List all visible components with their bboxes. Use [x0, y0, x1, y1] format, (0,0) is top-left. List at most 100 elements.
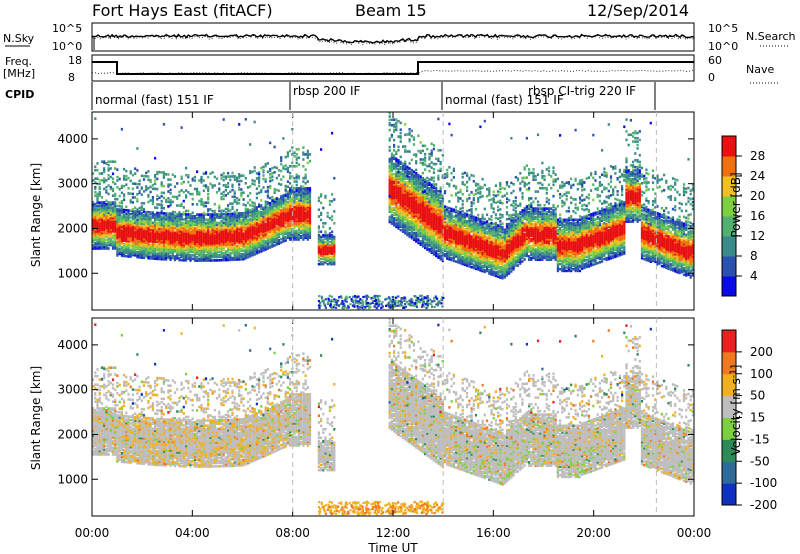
power-cell [103, 247, 106, 250]
power-cell [428, 152, 431, 156]
power-cell [180, 204, 183, 207]
power-cell [116, 213, 119, 216]
power-cell [125, 224, 128, 227]
power-cell [253, 224, 256, 227]
power-cell [224, 253, 227, 257]
power-cell [118, 220, 121, 223]
power-cell [412, 153, 416, 156]
power-cell [138, 206, 141, 210]
power-cell [395, 217, 398, 220]
power-cell [235, 222, 239, 226]
power-cell [189, 242, 192, 245]
power-cell [388, 157, 391, 161]
power-cell [253, 229, 256, 232]
power-cell [147, 236, 150, 240]
power-cell [120, 184, 123, 188]
power-cell [169, 234, 172, 238]
power-cell [452, 218, 455, 222]
power-cell [167, 185, 170, 188]
power-cell [158, 244, 161, 247]
power-cell [125, 215, 128, 219]
power-cell [244, 222, 247, 226]
power-cell [111, 221, 115, 225]
power-cell [118, 221, 121, 225]
power-cell [244, 241, 247, 245]
power-cell [136, 232, 139, 235]
power-cell [424, 156, 427, 159]
power-cell [147, 239, 150, 243]
power-cell [94, 242, 97, 245]
power-cell [103, 177, 106, 180]
power-cell [100, 171, 104, 175]
power-cell [233, 251, 236, 255]
power-cell [171, 255, 174, 258]
power-cell [92, 223, 95, 226]
power-cell [196, 221, 199, 225]
power-cell [103, 233, 106, 237]
power-cell [258, 240, 261, 244]
power-cell [109, 233, 112, 237]
power-cell [262, 235, 265, 239]
power-cell [180, 255, 183, 259]
power-cell [295, 148, 298, 151]
power-cell [167, 183, 170, 186]
power-cell [200, 257, 203, 261]
power-cell [260, 222, 263, 226]
power-cell [450, 248, 453, 252]
power-cell [289, 149, 292, 153]
power-cell [120, 222, 123, 225]
power-cell [302, 180, 305, 183]
power-cell [435, 186, 438, 190]
power-cell [224, 238, 227, 241]
power-cell [160, 246, 163, 249]
power-cell [140, 234, 143, 237]
power-cell [251, 242, 254, 245]
power-cell [116, 254, 119, 257]
power-cell [437, 189, 440, 193]
power-cell [269, 179, 272, 183]
power-cell [147, 228, 150, 231]
power-cell [156, 225, 159, 228]
power-cell [145, 175, 148, 178]
power-cell [258, 244, 261, 247]
power-cell [466, 209, 469, 213]
power-cell [331, 233, 334, 237]
power-cell [114, 223, 117, 226]
power-cell [275, 226, 278, 229]
power-cell [260, 221, 263, 224]
power-cell [213, 237, 216, 240]
power-cell [207, 243, 210, 247]
power-cell [103, 240, 106, 243]
power-cell [147, 253, 150, 257]
power-cell [167, 256, 170, 260]
power-cell [147, 222, 150, 226]
date-title: 12/Sep/2014 [587, 1, 689, 20]
power-cell [207, 213, 210, 216]
power-cell [273, 198, 276, 201]
power-cell [189, 233, 192, 237]
power-cell [129, 234, 132, 238]
power-cell [123, 239, 126, 242]
power-cell [260, 166, 263, 170]
power-cell [417, 134, 420, 138]
power-cell [215, 247, 219, 250]
power-cell [286, 180, 289, 183]
power-cell [154, 255, 157, 259]
power-cell [142, 202, 146, 205]
power-cell [107, 230, 110, 233]
power-cell [404, 160, 407, 164]
power-cell [92, 208, 95, 211]
power-cell [282, 194, 285, 197]
power-cell [193, 226, 196, 230]
power-cell [149, 252, 152, 255]
power-cell [430, 176, 433, 180]
power-cell [215, 216, 219, 220]
power-cell [171, 200, 174, 204]
power-cell [125, 244, 128, 248]
power-cell [185, 230, 188, 233]
power-cell [173, 236, 177, 240]
power-cell [211, 230, 214, 233]
power-cell [211, 254, 214, 257]
power-cell [162, 229, 165, 232]
power-cell [96, 204, 99, 208]
